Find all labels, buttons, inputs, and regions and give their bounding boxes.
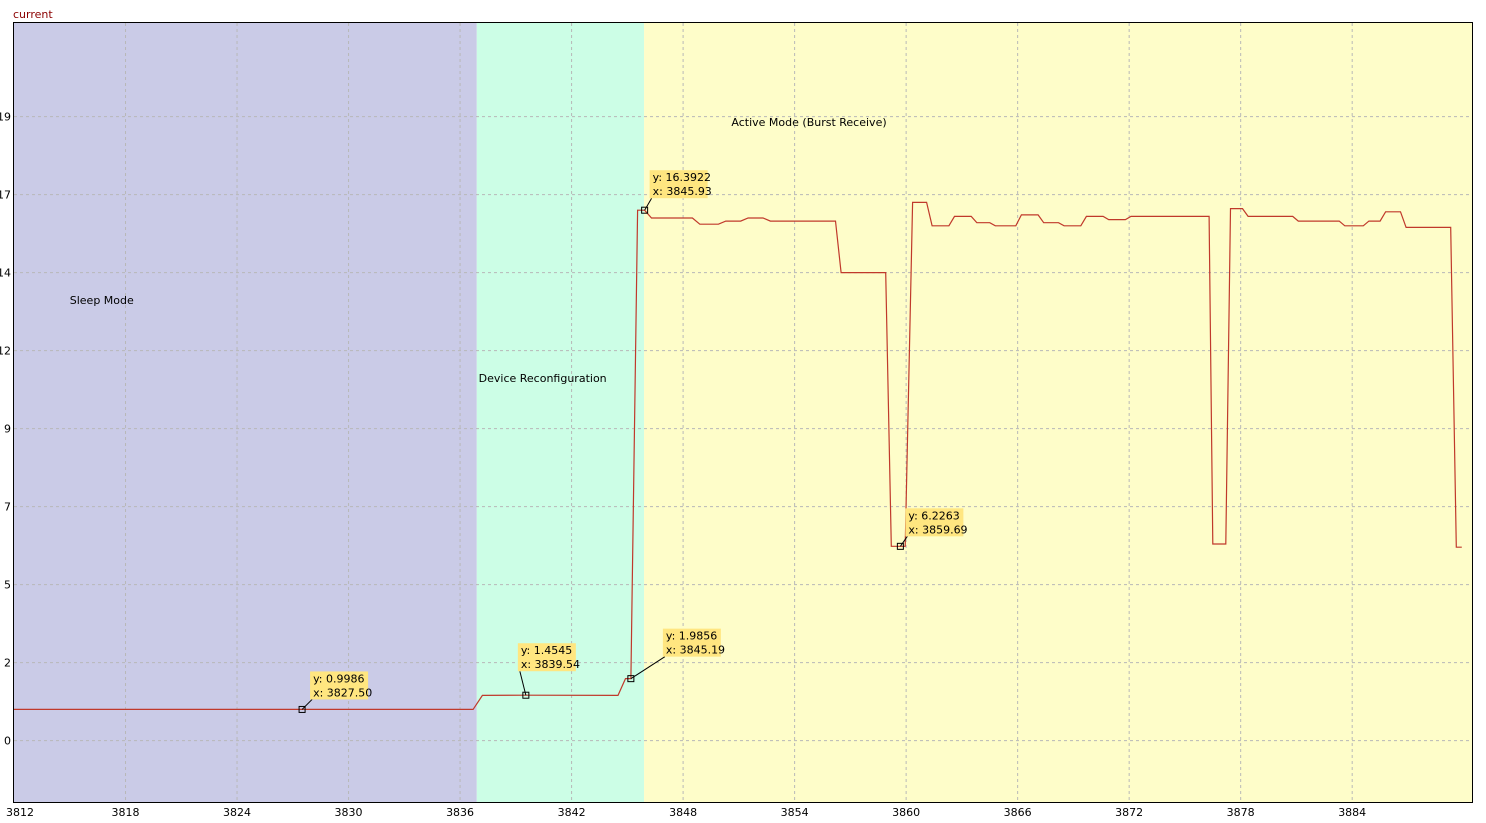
y-tick-label: 9 [4, 423, 11, 436]
plot-border [13, 22, 1473, 803]
x-tick-label: 3836 [446, 806, 474, 819]
y-tick-label: 17 [0, 189, 11, 202]
y-tick-label: 0 [4, 735, 11, 748]
annotation-box [649, 170, 708, 199]
y-tick-label: 5 [4, 579, 11, 592]
chart-title: current [13, 8, 53, 21]
y-tick-label: 19 [0, 111, 11, 124]
annotation-y-label: y: 1.9856 [666, 630, 717, 643]
x-tick-label: 3860 [892, 806, 920, 819]
annotation-x-label: x: 3845.19 [666, 644, 725, 657]
annotation-marker [522, 691, 530, 699]
annotation-y-label: y: 16.3922 [653, 171, 711, 184]
annotation-x-label: x: 3845.93 [653, 185, 712, 198]
y-tick-label: 14 [0, 267, 11, 280]
x-tick-label: 3848 [669, 806, 697, 819]
annotation-leader [519, 671, 527, 696]
annotation-box [662, 628, 721, 657]
annotation-leader [630, 656, 666, 680]
series-lines [14, 201, 1462, 710]
annotation-box [517, 643, 576, 672]
annotation-marker [627, 675, 635, 683]
x-tick-label: 3884 [1338, 806, 1366, 819]
annotation-box [310, 671, 369, 700]
region-band [476, 23, 645, 803]
region-label: Sleep Mode [70, 294, 134, 307]
series-line-current [14, 201, 1462, 710]
y-axis: 0 2 5 7 9 12 14 17 19 [0, 111, 11, 748]
region-label: Device Reconfiguration [479, 372, 607, 385]
x-tick-label: 3812 [6, 806, 34, 819]
annotation-y-label: y: 1.4545 [521, 644, 572, 657]
x-tick-label: 3818 [112, 806, 140, 819]
x-axis: 3812 3818 3824 3830 3836 3842 3848 3854 3860 3866… [6, 806, 1366, 819]
x-tick-label: 3824 [223, 806, 251, 819]
annotation-marker [641, 206, 649, 214]
x-tick-label: 3842 [558, 806, 586, 819]
y-tick-label: 12 [0, 345, 11, 358]
x-tick-label: 3878 [1227, 806, 1255, 819]
annotation-box [905, 508, 964, 537]
annotation-y-label: y: 6.2263 [908, 509, 959, 522]
annotation-leader [644, 197, 653, 211]
annotation-marker [896, 542, 904, 550]
annotation-marker [298, 705, 306, 713]
annotation-y-label: y: 0.9986 [313, 672, 364, 685]
region-band [14, 23, 477, 803]
y-tick-label: 2 [4, 657, 11, 670]
x-tick-label: 3872 [1115, 806, 1143, 819]
annotation-leader [301, 699, 313, 710]
x-tick-label: 3854 [781, 806, 809, 819]
grid-lines [14, 23, 1473, 803]
x-tick-label: 3830 [335, 806, 363, 819]
region-label: Active Mode (Burst Receive) [731, 116, 886, 129]
annotation-x-label: x: 3827.50 [313, 686, 372, 699]
annotation-leader [899, 536, 908, 547]
region-bands [14, 23, 1473, 803]
region-band [644, 23, 1473, 803]
annotation-x-label: x: 3859.69 [908, 523, 967, 536]
annotation-x-label: x: 3839.54 [521, 658, 580, 671]
x-tick-label: 3866 [1004, 806, 1032, 819]
y-tick-label: 7 [4, 501, 11, 514]
region-labels: Sleep Mode Device Reconfiguration Active M… [70, 116, 887, 385]
